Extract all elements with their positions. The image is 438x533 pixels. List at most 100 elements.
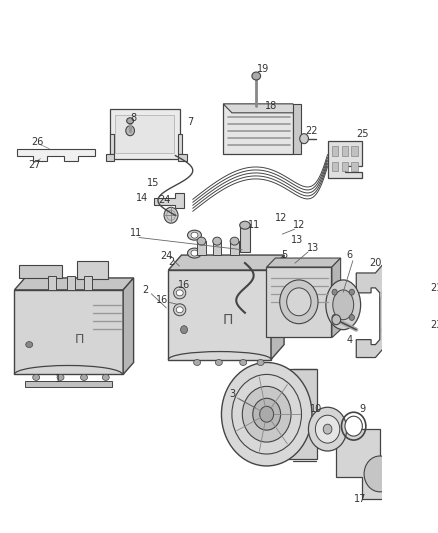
Ellipse shape	[213, 237, 222, 245]
Bar	[48, 276, 56, 290]
Text: 10: 10	[310, 404, 322, 414]
Ellipse shape	[187, 230, 201, 240]
Ellipse shape	[81, 375, 88, 381]
Text: 9: 9	[359, 404, 365, 414]
Bar	[351, 161, 357, 172]
Ellipse shape	[332, 315, 341, 325]
Text: 18: 18	[265, 101, 277, 111]
Text: 2: 2	[142, 285, 148, 295]
Ellipse shape	[126, 126, 134, 136]
Polygon shape	[19, 265, 62, 278]
Polygon shape	[271, 255, 284, 360]
Bar	[332, 146, 339, 156]
Bar	[110, 109, 180, 158]
Ellipse shape	[173, 287, 186, 299]
Polygon shape	[17, 149, 95, 160]
Polygon shape	[168, 255, 284, 270]
Polygon shape	[328, 141, 362, 179]
Polygon shape	[14, 278, 134, 290]
Text: 23: 23	[430, 320, 438, 330]
Text: 13: 13	[307, 243, 319, 253]
Bar	[85, 276, 92, 290]
Text: 11: 11	[130, 228, 142, 238]
Ellipse shape	[230, 237, 239, 245]
Ellipse shape	[180, 326, 187, 334]
Ellipse shape	[260, 406, 274, 422]
Bar	[342, 146, 348, 156]
Ellipse shape	[197, 237, 206, 245]
Ellipse shape	[345, 416, 362, 436]
Polygon shape	[267, 258, 341, 267]
Ellipse shape	[349, 314, 354, 320]
Ellipse shape	[240, 360, 247, 366]
Ellipse shape	[127, 118, 134, 124]
Ellipse shape	[102, 375, 109, 381]
Text: 17: 17	[354, 494, 367, 504]
Bar	[78, 261, 108, 279]
Ellipse shape	[300, 134, 308, 144]
Text: 14: 14	[136, 193, 148, 204]
Ellipse shape	[349, 289, 354, 295]
Polygon shape	[168, 270, 271, 360]
Text: 11: 11	[247, 220, 260, 230]
Polygon shape	[123, 278, 134, 375]
Ellipse shape	[191, 232, 198, 238]
Ellipse shape	[176, 290, 183, 296]
Text: 2: 2	[168, 257, 174, 267]
Ellipse shape	[194, 360, 201, 366]
Polygon shape	[178, 154, 187, 160]
Text: 21: 21	[430, 283, 438, 293]
Ellipse shape	[257, 360, 264, 366]
Text: П: П	[75, 333, 85, 346]
Polygon shape	[356, 263, 384, 358]
Text: 24: 24	[159, 196, 171, 205]
Bar	[67, 276, 75, 290]
Ellipse shape	[315, 415, 340, 443]
Text: 12: 12	[293, 220, 305, 230]
Ellipse shape	[57, 375, 64, 381]
Ellipse shape	[428, 291, 435, 299]
Ellipse shape	[26, 342, 33, 348]
Text: 20: 20	[369, 258, 381, 268]
Ellipse shape	[242, 386, 291, 442]
Ellipse shape	[253, 398, 281, 430]
Ellipse shape	[332, 289, 337, 295]
Ellipse shape	[280, 280, 318, 324]
Ellipse shape	[308, 407, 347, 451]
Bar	[342, 161, 348, 172]
Ellipse shape	[332, 314, 337, 320]
Text: 3: 3	[229, 389, 235, 399]
Text: 1: 1	[55, 374, 61, 384]
Ellipse shape	[364, 456, 396, 492]
Polygon shape	[336, 429, 397, 499]
Ellipse shape	[326, 280, 360, 330]
Polygon shape	[223, 104, 301, 113]
Text: 4: 4	[346, 335, 353, 345]
Text: П: П	[223, 313, 233, 327]
Ellipse shape	[215, 360, 223, 366]
Bar	[240, 224, 250, 252]
Text: 16: 16	[156, 295, 169, 305]
Ellipse shape	[252, 72, 261, 80]
Text: 8: 8	[131, 113, 137, 123]
Text: 13: 13	[291, 235, 303, 245]
Polygon shape	[110, 134, 114, 154]
Text: 24: 24	[160, 251, 173, 261]
Ellipse shape	[323, 424, 332, 434]
Bar	[223, 104, 293, 154]
Text: 27: 27	[28, 159, 41, 169]
Text: 12: 12	[276, 213, 288, 223]
Polygon shape	[14, 290, 123, 375]
Text: 25: 25	[356, 128, 369, 139]
Text: 26: 26	[32, 136, 44, 147]
Ellipse shape	[187, 248, 201, 258]
Polygon shape	[332, 258, 341, 337]
Polygon shape	[293, 104, 301, 154]
Ellipse shape	[191, 250, 198, 256]
Polygon shape	[178, 134, 182, 154]
Text: 7: 7	[187, 117, 193, 127]
Polygon shape	[154, 193, 184, 208]
Ellipse shape	[240, 221, 250, 229]
Bar	[266, 267, 332, 337]
Bar	[332, 161, 339, 172]
